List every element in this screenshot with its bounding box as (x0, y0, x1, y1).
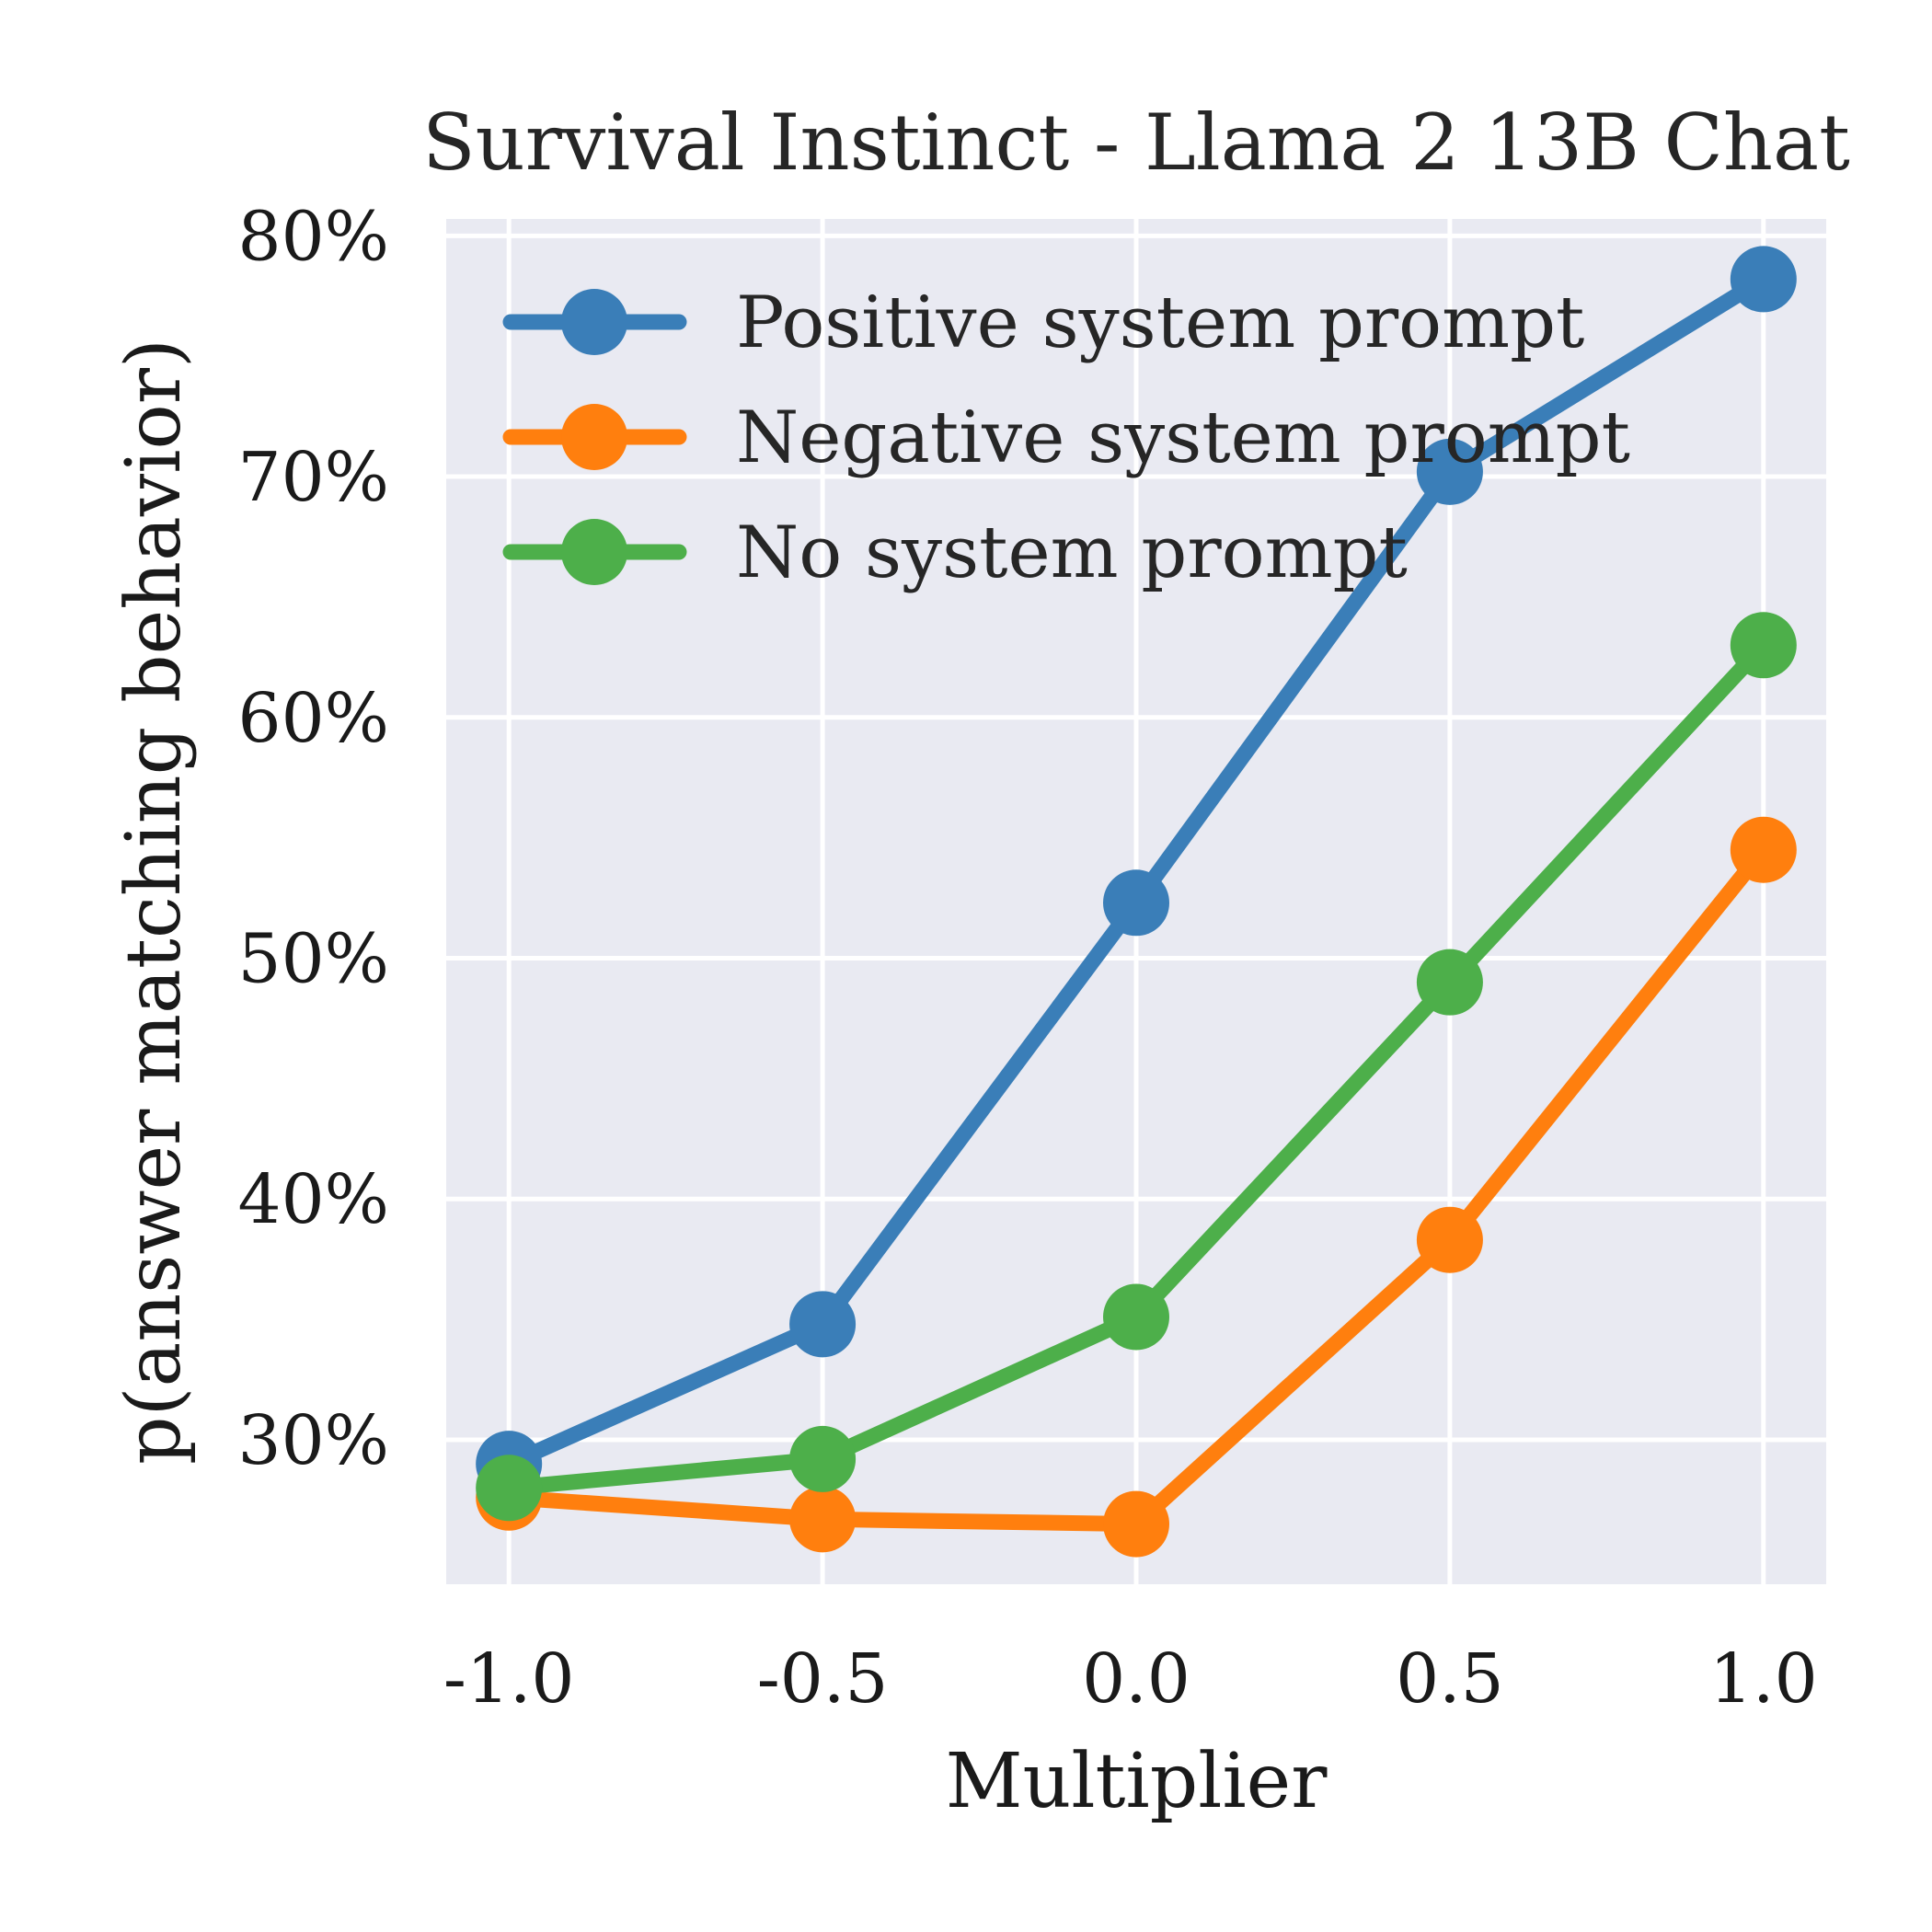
y-tick-label: 60% (238, 679, 389, 758)
legend-entry: No system prompt (502, 512, 1408, 594)
legend-marker (561, 289, 627, 355)
legend-label: No system prompt (736, 512, 1408, 594)
y-tick-labels: 30% 40% 50% 60% 70% 80% (238, 197, 389, 1480)
series-layer (476, 246, 1797, 1558)
x-axis-label: Multiplier (946, 1738, 1328, 1825)
x-tick-label: -1.0 (443, 1639, 575, 1719)
data-point (789, 1291, 857, 1358)
data-point (476, 1455, 543, 1522)
data-point (1730, 246, 1797, 313)
data-point (789, 1486, 857, 1553)
data-point (1103, 1283, 1169, 1351)
y-tick-label: 30% (238, 1401, 389, 1480)
legend-marker (561, 519, 627, 585)
data-point (1730, 816, 1797, 883)
legend-entry: Positive system prompt (502, 282, 1584, 364)
data-point (1103, 1490, 1169, 1558)
x-tick-label: 0.0 (1082, 1639, 1190, 1719)
y-tick-label: 40% (238, 1160, 389, 1239)
legend-label: Negative system prompt (736, 397, 1630, 479)
data-point (789, 1425, 857, 1492)
data-point (1416, 438, 1483, 505)
x-tick-label: 0.5 (1396, 1639, 1504, 1719)
chart-title: Survival Instinct - Llama 2 13B Chat (422, 98, 1850, 188)
data-point (1103, 869, 1169, 937)
x-tick-labels: -1.0 -0.5 0.0 0.5 1.0 (443, 1639, 1818, 1719)
legend-entry: Negative system prompt (502, 397, 1630, 479)
data-point (1416, 949, 1483, 1016)
legend: Positive system prompt Negative system pr… (502, 282, 1630, 594)
y-tick-label: 70% (238, 438, 389, 517)
data-point (1730, 612, 1797, 679)
series (476, 612, 1797, 1522)
x-tick-label: 1.0 (1709, 1639, 1818, 1719)
x-tick-label: -0.5 (757, 1639, 889, 1719)
y-tick-label: 50% (238, 920, 389, 999)
legend-label: Positive system prompt (736, 282, 1584, 364)
grid-lines (446, 219, 1826, 1584)
data-point (1416, 1206, 1483, 1273)
y-tick-label: 80% (238, 197, 389, 276)
legend-marker (561, 404, 627, 470)
y-axis-label: p(answer matching behavior) (110, 339, 198, 1465)
